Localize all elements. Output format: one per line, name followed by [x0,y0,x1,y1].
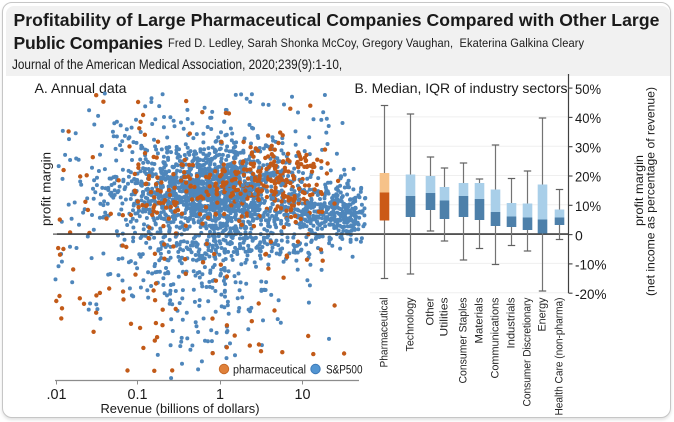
svg-text:pharmaceutical: pharmaceutical [233,365,306,377]
svg-text:10%: 10% [575,198,601,214]
svg-text:0: 0 [575,227,583,243]
svg-text:50%: 50% [575,81,601,97]
svg-text:B. Median, IQR of industry sec: B. Median, IQR of industry sectors [355,80,568,96]
svg-text:Industrials: Industrials [506,297,518,349]
svg-text:Other: Other [425,297,437,325]
svg-text:Consumer Discretionary: Consumer Discretionary [522,297,534,406]
svg-text:30%: 30% [575,139,601,155]
svg-text:10: 10 [294,387,310,403]
svg-text:40%: 40% [575,110,601,126]
svg-text:1: 1 [216,387,224,403]
svg-text:Technology: Technology [405,297,417,351]
svg-text:-10%: -10% [575,257,607,273]
svg-text:Health Care (non-pharma): Health Care (non-pharma) [554,298,566,416]
svg-text:Communications: Communications [490,297,502,378]
svg-text:A. Annual data: A. Annual data [35,80,127,96]
svg-text:Pharmaceutical: Pharmaceutical [379,298,391,368]
svg-text:Materials: Materials [474,297,486,344]
svg-text:20%: 20% [575,169,601,185]
svg-text:Energy: Energy [537,297,549,331]
svg-text:.01: .01 [46,387,66,403]
svg-text:profit margin: profit margin [39,152,54,226]
svg-text:S&P500: S&P500 [326,365,363,377]
svg-text:Utilities: Utilities [439,297,451,337]
svg-text:(net income as percentage of r: (net income as percentage of revenue) [644,87,658,296]
svg-text:Consumer Staples: Consumer Staples [458,297,470,383]
svg-text:-20%: -20% [575,286,607,302]
svg-text:profit margin: profit margin [632,155,646,226]
svg-text:Revenue (billions of dollars): Revenue (billions of dollars) [101,401,260,416]
svg-text:0.1: 0.1 [127,387,147,403]
